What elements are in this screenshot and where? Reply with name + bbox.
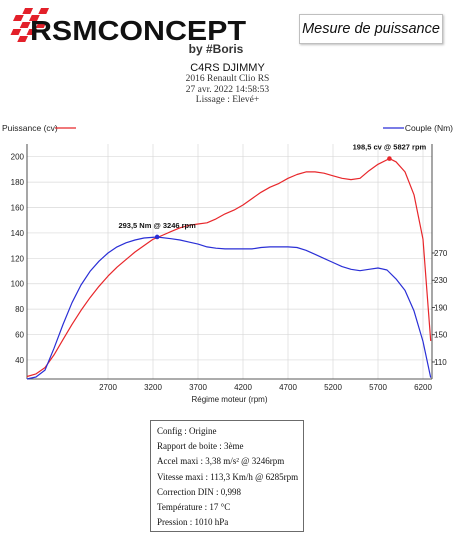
vehicle-line: 2016 Renault Clio RS: [185, 74, 270, 84]
y-right-tick-label: 150: [434, 331, 448, 340]
x-tick-label: 6200: [414, 383, 432, 392]
y-right-tick-label: 230: [434, 276, 448, 285]
x-tick-label: 5700: [369, 383, 387, 392]
rsmconcept-logo: RSMCONCEPT by #Boris: [10, 8, 246, 56]
info-din-correction: Correction DIN : 0,998: [157, 486, 241, 497]
info-max-speed: Vitesse maxi : 113,3 Km/h @ 6285rpm: [157, 471, 299, 482]
legend-torque-label: Couple (Nm): [405, 123, 453, 133]
y-left-tick-label: 140: [11, 229, 25, 238]
chart-labels: 2700 3200 3700 4200 4700 5200 5700 6200 40 60 80 10…: [2, 123, 453, 404]
torque-curve: [26, 236, 432, 380]
y-left-tick-label: 100: [11, 280, 25, 289]
chart-axes: [26, 144, 435, 380]
y-left-tick-label: 180: [11, 178, 25, 187]
power-peak-label: 198,5 cv @ 5827 rpm: [353, 143, 427, 152]
y-left-tick-label: 160: [11, 204, 25, 213]
brand-byline: by #Boris: [189, 42, 244, 56]
y-left-tick-label: 200: [11, 153, 25, 162]
info-max-accel: Accel maxi : 3,38 m/s² @ 3246rpm: [157, 456, 285, 467]
run-title: C4RS DJIMMY: [190, 62, 265, 74]
y-left-tick-label: 80: [15, 305, 24, 314]
x-tick-label: 4200: [234, 383, 252, 392]
y-right-tick-label: 110: [434, 358, 447, 367]
y-left-tick-label: 40: [15, 356, 24, 365]
info-gear-ratio: Rapport de boite : 3ème: [157, 441, 244, 452]
x-tick-label: 5200: [324, 383, 342, 392]
info-config: Config : Origine: [157, 426, 217, 436]
smoothing-line: Lissage : Elevé+: [195, 95, 260, 105]
run-info-box: Config : Origine Rapport de boite : 3ème…: [150, 420, 304, 532]
power-peak-marker: [387, 156, 392, 161]
measure-badge: Mesure de puissance: [299, 14, 443, 44]
x-tick-label: 3200: [144, 383, 162, 392]
x-axis-label: Régime moteur (rpm): [191, 395, 267, 404]
brand-name: RSMCONCEPT: [30, 15, 246, 46]
chart-grid: [27, 144, 432, 379]
power-curve: [26, 158, 432, 378]
torque-peak-marker: [154, 234, 160, 240]
x-tick-label: 4700: [279, 383, 297, 392]
y-right-tick-label: 190: [434, 303, 448, 312]
y-left-tick-label: 60: [15, 331, 24, 340]
legend-power-label: Puissance (cv): [2, 123, 58, 133]
power-torque-chart: 2700 3200 3700 4200 4700 5200 5700 6200 40 60 80 10…: [2, 123, 453, 404]
date-line: 27 avr. 2022 14:58:53: [185, 85, 270, 95]
y-right-tick-label: 270: [434, 249, 448, 258]
info-pressure: Pression : 1010 hPa: [157, 517, 229, 528]
info-temperature: Température : 17 °C: [157, 502, 231, 513]
chart-series: [26, 156, 432, 380]
x-tick-label: 3700: [189, 383, 207, 392]
x-tick-label: 2700: [99, 383, 117, 392]
checkered-flag-icon: [10, 8, 50, 42]
torque-peak-label: 293,5 Nm @ 3246 rpm: [118, 221, 196, 230]
y-left-tick-label: 120: [11, 254, 25, 263]
